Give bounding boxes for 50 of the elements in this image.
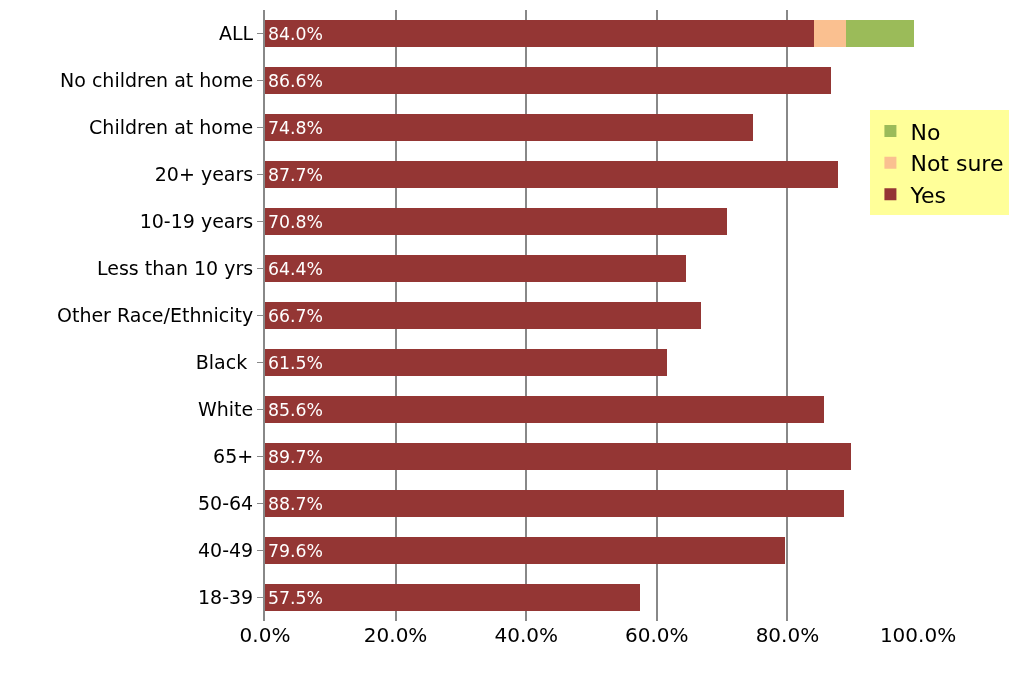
x-tick-label: 60.0%	[625, 623, 689, 647]
y-tick-label: White	[197, 398, 254, 421]
y-tick-label: No children at home	[60, 69, 254, 92]
data-label: 89.7%	[268, 446, 324, 467]
y-tick-label: ALL	[219, 22, 254, 45]
y-tick-label: Black	[195, 351, 254, 374]
bar	[265, 161, 838, 188]
data-label: 64.4%	[268, 258, 324, 279]
x-tick-label: 40.0%	[494, 623, 558, 647]
bar	[265, 537, 785, 564]
data-label: 86.6%	[268, 70, 324, 91]
y-tick-label: Other Race/Ethnicity	[57, 304, 254, 327]
data-label: 87.7%	[268, 164, 324, 185]
bar	[813, 20, 846, 47]
data-label: 85.6%	[268, 399, 324, 420]
bar	[265, 490, 845, 517]
bar	[845, 20, 915, 47]
data-label: 57.5%	[268, 587, 324, 608]
bar	[265, 302, 701, 329]
data-label: 74.8%	[268, 117, 324, 138]
data-label: 79.6%	[268, 540, 324, 561]
bar	[265, 20, 814, 47]
data-label: 61.5%	[268, 352, 324, 373]
x-tick-label: 20.0%	[363, 623, 428, 647]
data-label: 84.0%	[268, 23, 323, 44]
y-tick-label: Less than 10 yrs	[97, 257, 254, 280]
legend-label: Yes	[909, 182, 946, 208]
bar	[265, 208, 728, 235]
x-tick-label: 80.0%	[755, 623, 820, 647]
bar	[265, 443, 851, 470]
data-label: 70.8%	[268, 211, 324, 232]
y-tick-label: 65+	[213, 445, 254, 468]
data-label: 66.7%	[268, 305, 324, 326]
y-tick-label: 18-39	[197, 586, 254, 609]
y-tick-label: Children at home	[89, 116, 254, 139]
bar	[265, 396, 824, 423]
bar	[265, 67, 831, 94]
y-tick-label: 40-49	[197, 539, 254, 562]
x-tick-label: 100.0%	[879, 623, 957, 647]
y-tick-label: 50-64	[197, 492, 254, 515]
bar	[265, 255, 686, 282]
y-tick-label: 10-19 years	[139, 210, 254, 233]
x-tick-label: 0.0%	[239, 623, 291, 647]
data-label: 88.7%	[268, 493, 324, 514]
bar	[265, 584, 641, 611]
bar	[265, 349, 667, 376]
legend-label: Not sure	[910, 151, 1004, 177]
legend-label: No	[910, 119, 941, 145]
y-tick-label: 20+ years	[154, 163, 254, 186]
bar	[265, 114, 754, 141]
